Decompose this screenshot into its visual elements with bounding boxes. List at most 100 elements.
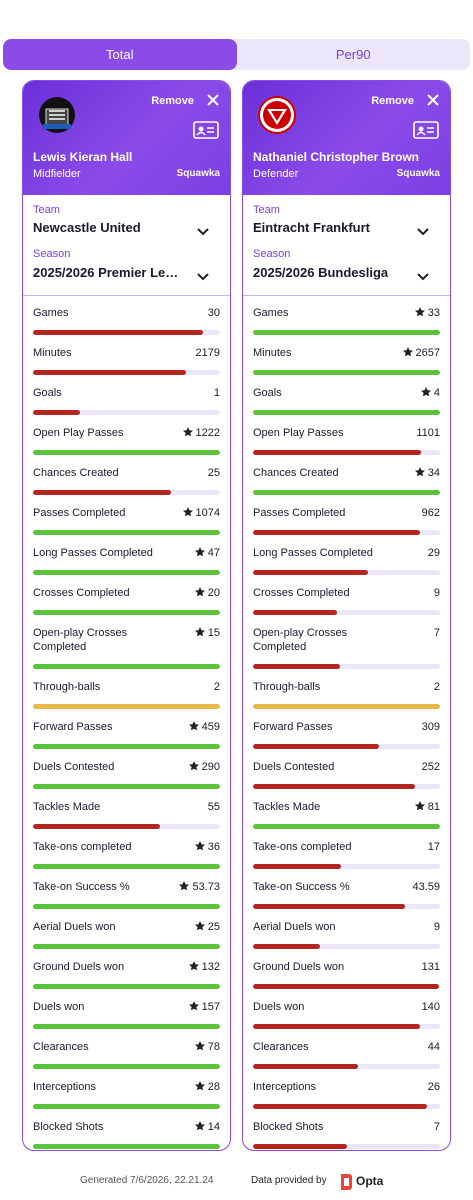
stat-line: Blocked Shots 14 [33,1120,220,1134]
stat-line: Clearances 78 [33,1040,220,1054]
stat-value-wrap: 309 [422,720,440,734]
stat-value: 2179 [195,347,220,359]
stat-bar [253,410,440,415]
stat-track [33,410,220,415]
stat-bar [253,610,338,615]
stat-line: Through-balls 2 [33,680,220,694]
stat-track [253,944,440,949]
stat-value-wrap: 47 [194,546,220,560]
stat-track [253,824,440,829]
stat-row: Tackles Made 55 [33,800,220,829]
selector-value: 2025/2026 Premier Le… [33,265,179,280]
remove-button[interactable]: Remove [151,95,194,107]
dropdown-chevron[interactable] [196,269,210,287]
tab[interactable]: Total [3,39,237,70]
player-card: Remove Nathaniel Christopher Brown Defende… [242,80,451,1151]
stat-bar [253,944,321,949]
stat-line: Duels Contested 290 [33,760,220,774]
stat-track [253,904,440,909]
stat-line: Take-on Success % 43.59 [253,880,440,894]
stat-bar [33,1104,220,1109]
stat-label: Duels Contested [33,761,115,773]
stat-value-wrap: 29 [428,546,440,560]
stat-value: 1 [213,387,220,399]
stat-bar [33,530,220,535]
stat-track [253,784,440,789]
stat-label: Minutes [33,347,72,359]
stat-value: 15 [207,627,220,639]
stat-value-wrap: 25 [194,920,220,934]
dropdown-chevron[interactable] [416,224,430,242]
stat-line: Tackles Made 55 [33,800,220,814]
stat-bar [253,824,440,829]
data-source: Squawka [176,168,220,179]
stat-track [33,450,220,455]
stat-row: Aerial Duels won 9 [253,920,440,949]
best-star [194,546,205,560]
selectors: Team Eintracht Frankfurt Season 2025/2026 B… [243,195,450,296]
stat-value-wrap: 140 [422,1000,440,1014]
player-position: Defender [253,168,299,180]
stat-row: Take-ons completed 17 [253,840,440,869]
stat-row: Minutes 2179 [33,346,220,375]
stat-value: 28 [207,1081,220,1093]
stat-label: Interceptions [253,1081,316,1093]
stat-value: 55 [207,801,220,813]
stat-bar [33,664,220,669]
stat-line: Forward Passes 309 [253,720,440,734]
stats-list: Games 33 Minutes 2657 Goals 4 Open Play Passes… [243,296,450,1150]
stat-label: Clearances [33,1041,89,1053]
best-star [194,1040,205,1054]
stat-row: Take-on Success % 53.73 [33,880,220,909]
stat-bar [253,370,440,375]
close-icon[interactable] [206,93,220,112]
stat-value: 44 [427,1041,440,1053]
player-name: Nathaniel Christopher Brown [253,150,420,164]
stat-row: Ground Duels won 131 [253,960,440,989]
stat-line: Goals 4 [253,386,440,400]
stat-line: Long Passes Completed 47 [33,546,220,560]
best-star [188,720,199,734]
stat-label: Goals [33,387,62,399]
dropdown-chevron[interactable] [196,224,210,242]
stat-row: Clearances 78 [33,1040,220,1069]
stat-value-wrap: 252 [422,760,440,774]
stat-line: Tackles Made 81 [253,800,440,814]
stat-row: Open Play Passes 1222 [33,426,220,455]
stat-line: Take-ons completed 36 [33,840,220,854]
stat-row: Through-balls 2 [253,680,440,709]
remove-button[interactable]: Remove [371,95,414,107]
stat-row: Minutes 2657 [253,346,440,375]
stat-track [253,450,440,455]
stat-label: Passes Completed [253,507,346,519]
stat-bar [253,570,369,575]
stat-value: 78 [207,1041,220,1053]
best-star [194,586,205,600]
player-header: Remove Nathaniel Christopher Brown Defende… [243,81,450,195]
stat-label: Clearances [253,1041,309,1053]
stat-line: Open Play Passes 1222 [33,426,220,440]
stat-line: Interceptions 28 [33,1080,220,1094]
stat-label: Aerial Duels won [253,921,336,933]
stat-bar [253,1104,427,1109]
stat-track [33,610,220,615]
stat-value-wrap: 1101 [416,426,440,440]
dropdown-chevron[interactable] [416,269,430,287]
stat-label: Chances Created [33,467,119,479]
stat-label: Chances Created [253,467,339,479]
stat-value-wrap: 2 [214,680,220,694]
stat-track [33,744,220,749]
stat-track [253,410,440,415]
stat-label: Through-balls [253,681,321,693]
stat-track [253,1104,440,1109]
stat-line: Duels won 157 [33,1000,220,1014]
tab[interactable]: Per90 [335,47,371,62]
stat-line: Games 33 [253,306,440,320]
close-icon[interactable] [426,93,440,112]
stat-track [33,370,220,375]
tab-bar: Total Per90 [3,39,470,70]
best-star [179,880,190,894]
stat-value: 290 [201,761,220,773]
stat-value: 2657 [415,347,440,359]
stat-row: Open-play Crosses Completed 15 [33,626,220,669]
